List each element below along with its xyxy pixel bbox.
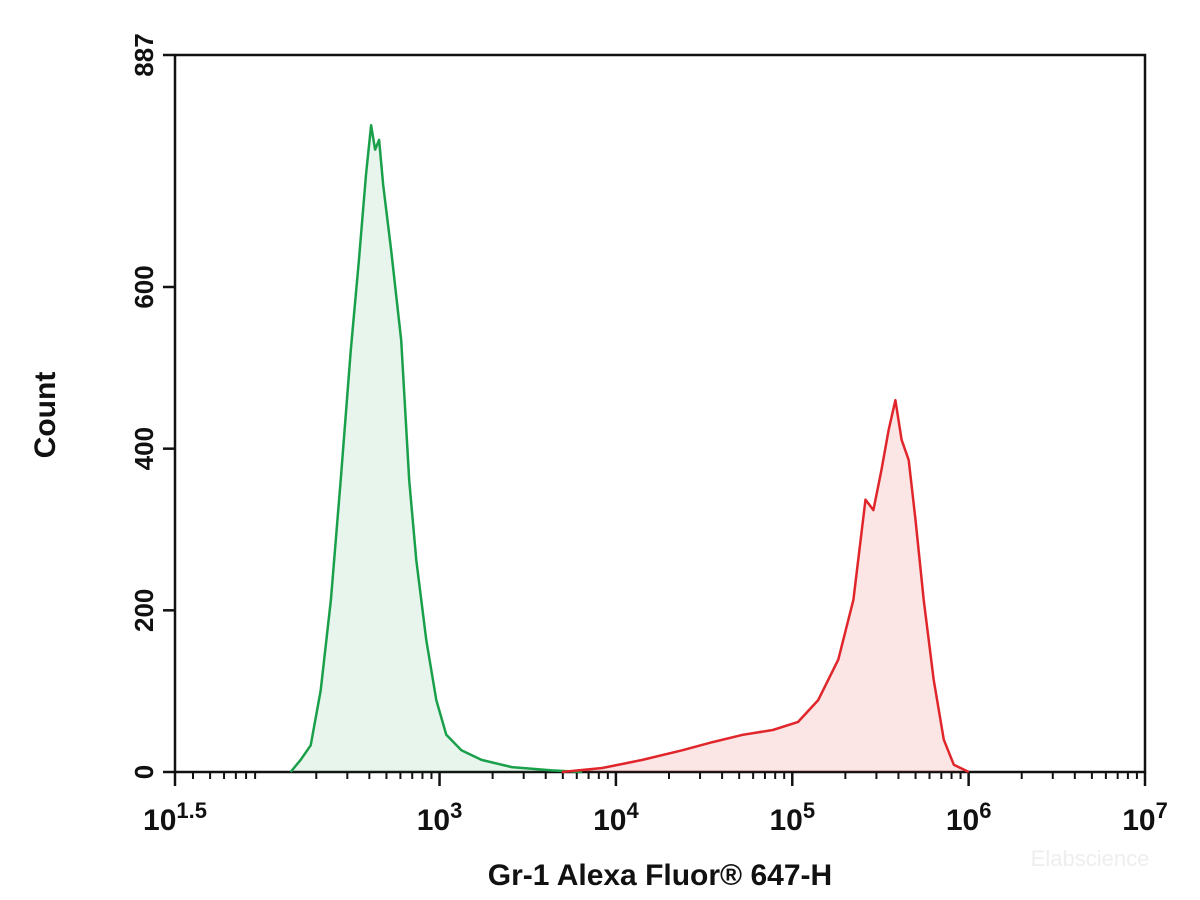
x-tick-exponent: 6 — [979, 798, 991, 823]
x-tick-base: 10 — [1122, 804, 1155, 837]
y-tick-label: 400 — [129, 427, 159, 470]
x-axis-label: Gr-1 Alexa Fluor® 647-H — [488, 859, 832, 892]
x-tick-label: 103 — [417, 798, 463, 837]
y-tick-label: 887 — [129, 33, 159, 76]
x-tick-base: 10 — [143, 804, 176, 837]
x-tick-exponent: 4 — [626, 798, 639, 823]
y-axis-label: Count — [29, 372, 62, 459]
x-tick-base: 10 — [417, 804, 450, 837]
histogram-area — [289, 124, 583, 774]
y-tick-label: 0 — [129, 765, 159, 779]
histogram-area — [561, 398, 970, 774]
y-tick-label: 200 — [129, 589, 159, 632]
watermark: Elabscience — [1031, 846, 1150, 871]
y-tick-label: 600 — [129, 265, 159, 308]
x-tick-label: 105 — [769, 798, 815, 837]
x-tick-exponent: 7 — [1156, 798, 1168, 823]
x-tick-label: 106 — [946, 798, 992, 837]
plot-frame — [173, 53, 1147, 774]
x-tick-label: 104 — [593, 798, 639, 837]
x-tick-label: 101.5 — [143, 798, 207, 837]
x-tick-label: 107 — [1122, 798, 1168, 837]
x-tick-exponent: 3 — [450, 798, 462, 823]
x-tick-base: 10 — [593, 804, 626, 837]
x-tick-exponent: 1.5 — [176, 798, 207, 823]
x-tick-exponent: 5 — [803, 798, 815, 823]
x-tick-base: 10 — [946, 804, 979, 837]
x-tick-base: 10 — [769, 804, 802, 837]
